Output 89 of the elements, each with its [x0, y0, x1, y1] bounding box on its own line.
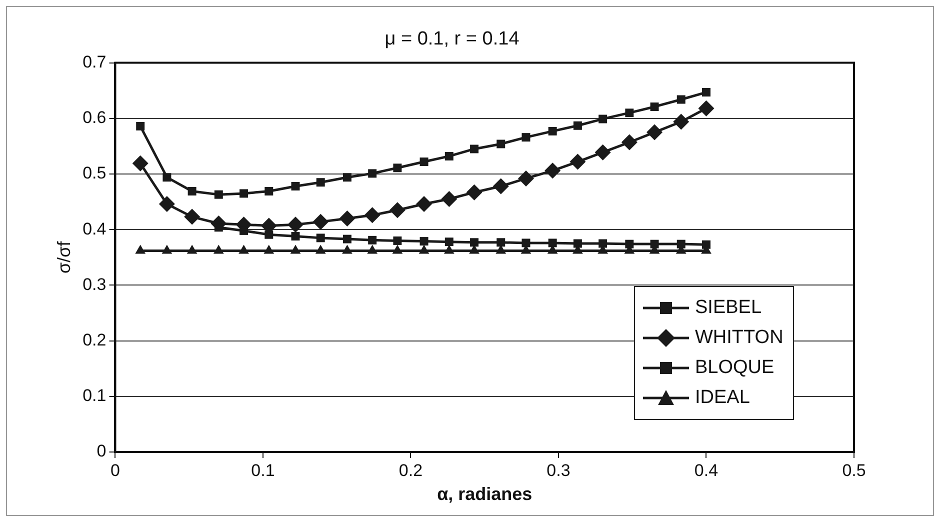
point	[570, 154, 586, 170]
point	[213, 244, 224, 254]
x-tick-label: 0.3	[546, 460, 570, 480]
point	[368, 169, 377, 178]
point	[444, 238, 454, 246]
point	[135, 244, 146, 254]
point	[496, 238, 506, 247]
point	[342, 173, 352, 182]
point	[214, 190, 223, 199]
point	[342, 234, 352, 244]
x-tick-label: 0.1	[251, 460, 275, 480]
point	[162, 173, 172, 182]
legend-label: WHITTON	[695, 327, 784, 349]
point	[598, 114, 608, 124]
point	[291, 232, 300, 241]
point	[466, 184, 482, 200]
point	[594, 144, 611, 160]
point	[676, 95, 686, 104]
y-tick-label: 0.1	[82, 386, 106, 406]
point	[188, 186, 196, 196]
point	[339, 210, 356, 226]
point	[416, 196, 432, 212]
point	[367, 244, 378, 254]
point	[287, 216, 304, 233]
point	[420, 237, 428, 246]
y-tick-label: 0.7	[82, 52, 106, 72]
point	[136, 122, 145, 130]
point	[264, 230, 274, 239]
point	[548, 238, 557, 248]
point	[470, 238, 479, 247]
point	[368, 236, 377, 244]
point	[342, 244, 352, 254]
point	[444, 152, 454, 160]
point	[393, 236, 402, 245]
point	[650, 102, 659, 111]
point	[698, 100, 714, 116]
point	[184, 208, 200, 225]
x-tick-label: 0.5	[842, 460, 866, 480]
point	[418, 244, 430, 254]
point	[132, 155, 148, 172]
point	[518, 170, 534, 186]
point	[522, 238, 530, 248]
point	[444, 244, 454, 254]
point	[364, 207, 380, 224]
point	[441, 191, 458, 208]
point	[621, 134, 638, 150]
point	[420, 158, 428, 166]
point	[291, 182, 300, 190]
point	[544, 162, 561, 179]
point	[290, 244, 301, 254]
point	[316, 178, 325, 187]
chart-title: μ = 0.1, r = 0.14	[384, 28, 520, 50]
x-tick-label: 0	[110, 460, 120, 480]
point	[240, 189, 248, 198]
point	[548, 126, 557, 136]
x-tick-label: 0.4	[694, 460, 718, 480]
point	[392, 244, 403, 254]
point	[702, 88, 710, 97]
point	[625, 108, 634, 118]
x-tick-label: 0.2	[398, 460, 423, 480]
point	[316, 234, 325, 242]
point	[389, 202, 406, 218]
y-tick-label: 0.6	[82, 108, 106, 128]
point	[238, 244, 249, 254]
point	[673, 114, 690, 130]
point	[264, 244, 274, 254]
legend-label: SIEBEL	[695, 297, 762, 319]
legend-label: BLOQUE	[695, 357, 774, 379]
point	[646, 124, 663, 140]
y-axis-title: σ/σf	[54, 240, 74, 274]
point	[492, 178, 509, 194]
point	[264, 186, 274, 196]
point	[393, 164, 402, 172]
point	[186, 244, 198, 254]
y-tick-label: 0.2	[82, 330, 106, 350]
point	[573, 121, 582, 130]
point	[162, 244, 172, 254]
y-tick-label: 0.3	[82, 274, 106, 294]
point	[158, 196, 175, 212]
y-tick-label: 0.5	[82, 164, 106, 183]
point	[315, 244, 326, 254]
point	[470, 144, 479, 154]
point	[522, 133, 530, 142]
x-axis-title: α, radianes	[437, 484, 532, 504]
point	[312, 214, 329, 230]
y-tick-label: 0.4	[82, 219, 106, 238]
y-tick-label: 0	[96, 442, 106, 461]
point	[496, 140, 506, 148]
legend-label: IDEAL	[695, 387, 750, 409]
